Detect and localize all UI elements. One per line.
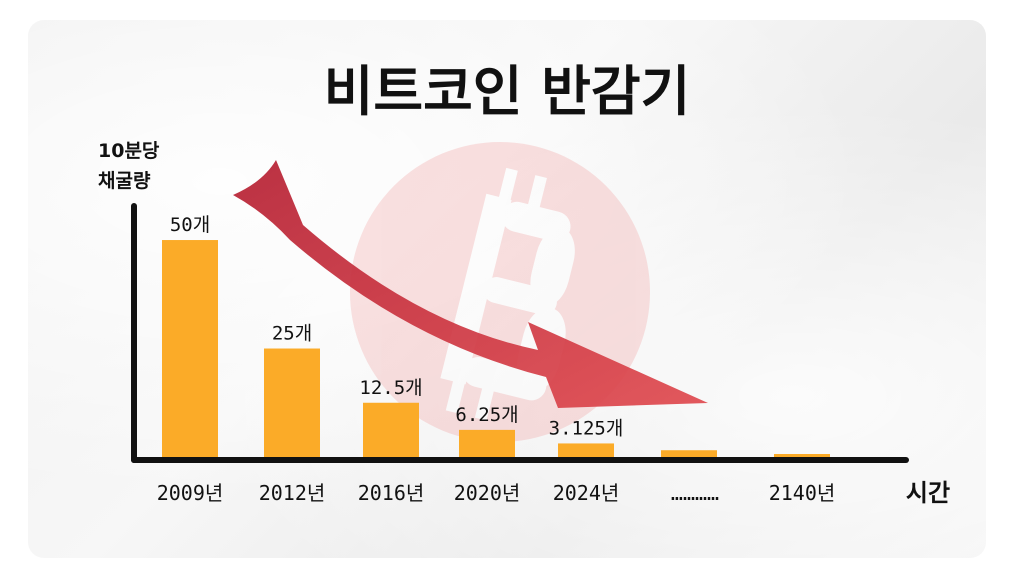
x-tick-labels-group: 2009년 2012년 2016년 2020년 2024년 2140년 [157,481,836,505]
bar-5 [661,450,717,457]
bar-1 [264,348,320,457]
x-axis-ellipsis: ………… [671,481,719,505]
x-tick-label-0: 2009년 [157,481,224,505]
bar-0 [162,240,218,457]
bars-group [162,240,830,457]
y-axis-label-line-2: 채굴량 [98,170,151,192]
chart-title: 비트코인 반감기 [324,60,691,123]
x-tick-label-2: 2016년 [358,481,425,505]
data-label-1: 25개 [272,323,312,345]
downward-trend-arrow-icon [233,160,708,408]
bar-6 [774,454,830,457]
x-tick-label-1: 2012년 [259,481,326,505]
data-label-2: 12.5개 [359,377,422,399]
bar-4 [558,443,614,457]
x-tick-label-4: 2024년 [553,481,620,505]
bar-2 [363,402,419,457]
y-axis-label-line-1: 10분당 [98,140,160,162]
data-label-3: 6.25개 [455,404,518,426]
x-tick-label-6: 2140년 [769,481,836,505]
x-tick-label-3: 2020년 [454,481,521,505]
chart-card: 비트코인 반감기 10분당 채굴량 50개 25개 12.5개 6.25개 3.125개… [28,20,986,558]
bar-3 [459,429,515,457]
data-labels-group: 50개 25개 12.5개 6.25개 3.125개 [170,214,624,439]
data-label-4: 3.125개 [549,417,624,439]
x-axis-label: 시간 [906,479,950,507]
bitcoin-halving-chart: 비트코인 반감기 10분당 채굴량 50개 25개 12.5개 6.25개 3.125개… [98,60,950,507]
data-label-0: 50개 [170,214,210,236]
